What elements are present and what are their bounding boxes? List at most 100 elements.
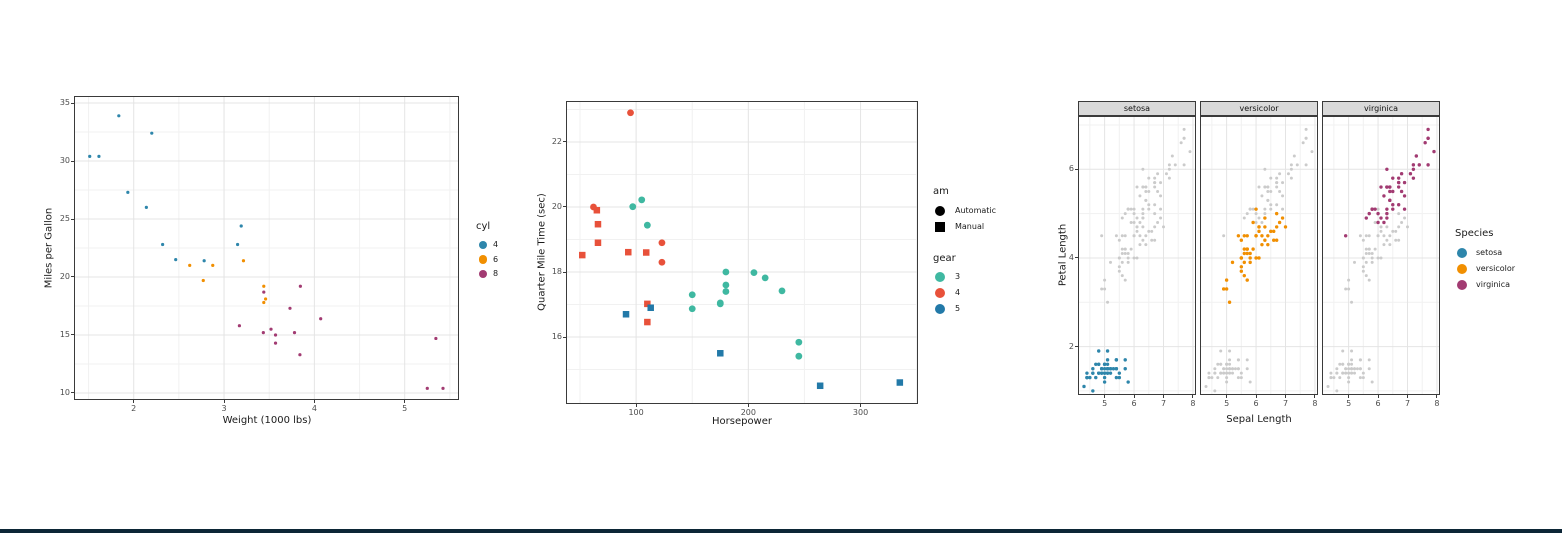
data-point-background-all-species <box>1228 362 1232 366</box>
data-point-background-all-species <box>1341 362 1345 366</box>
data-point-background-all-species <box>1153 181 1157 185</box>
data-point-background-all-species <box>1103 287 1107 291</box>
data-point-background-all-species <box>1236 367 1240 371</box>
data-point-versicolor <box>1266 234 1270 238</box>
iris-facets-legend-glyph-virginica <box>1457 280 1467 290</box>
data-point-background-all-species <box>1117 269 1121 273</box>
data-point-background-all-species <box>1391 229 1395 233</box>
data-point-versicolor <box>1245 247 1249 251</box>
iris-facets-setosa-x-tick-label: 8 <box>1190 399 1196 408</box>
data-point-cyl-6 <box>262 284 266 288</box>
data-point-background-all-species <box>1361 256 1365 260</box>
data-point-background-all-species <box>1281 181 1285 185</box>
data-point-background-all-species <box>1358 367 1362 371</box>
mpg-vs-weight-x-tick-mark <box>223 400 225 403</box>
data-point-versicolor <box>1272 238 1276 242</box>
data-point-background-all-species <box>1335 389 1339 393</box>
data-point-background-all-species <box>1269 207 1273 211</box>
data-point-setosa <box>1102 375 1107 380</box>
data-point-virginica <box>1402 194 1407 198</box>
data-point-background-all-species <box>1370 256 1374 260</box>
data-point-background-all-species <box>1278 172 1282 176</box>
data-point-background-all-species <box>1225 362 1229 366</box>
data-point-versicolor <box>1248 256 1252 260</box>
data-point-background-all-species <box>1219 349 1223 353</box>
data-point-versicolor <box>1245 278 1249 282</box>
iris-facets-versicolor-x-tick-mark <box>1284 395 1286 398</box>
data-point-background-all-species <box>1222 367 1226 371</box>
iris-facets-versicolor-x-tick-label: 7 <box>1282 399 1289 408</box>
data-point-background-all-species <box>1347 380 1351 384</box>
data-point-background-all-species <box>1117 265 1121 269</box>
qsec-vs-hp-x-tick-label: 200 <box>740 408 756 417</box>
data-point-background-all-species <box>1275 185 1279 189</box>
data-point-virginica <box>1385 167 1389 171</box>
data-point-virginica <box>1426 136 1430 140</box>
data-point-setosa <box>1114 367 1119 371</box>
data-point-setosa <box>1097 371 1101 375</box>
data-point-background-all-species <box>1141 216 1145 220</box>
data-point-background-all-species <box>1376 256 1380 260</box>
iris-facets-y-tick-label: 6 <box>1068 164 1074 174</box>
data-point-versicolor <box>1239 256 1244 260</box>
data-point-cyl-8 <box>298 284 302 288</box>
data-point-cyl-8 <box>273 333 278 337</box>
data-point-background-all-species <box>1135 229 1139 233</box>
data-point-background-all-species <box>1269 203 1273 207</box>
data-point-versicolor <box>1242 247 1246 251</box>
data-point-setosa <box>1099 371 1104 375</box>
iris-facets-setosa-x-tick-mark <box>1162 395 1164 398</box>
data-point-background-all-species <box>1364 274 1368 278</box>
data-point-background-all-species <box>1266 198 1270 202</box>
data-point-versicolor <box>1245 251 1249 256</box>
data-point-cyl-8 <box>441 386 445 390</box>
data-point-gear-3-automatic <box>761 274 769 282</box>
mpg-vs-weight-y-tick-label: 15 <box>59 329 70 339</box>
data-point-setosa <box>1091 389 1095 393</box>
data-point-background-all-species <box>1257 185 1261 189</box>
data-point-background-all-species <box>1129 247 1133 251</box>
qsec-vs-hp-x-tick-mark <box>635 404 637 407</box>
data-point-background-all-species <box>1225 380 1229 384</box>
data-point-background-all-species <box>1188 150 1192 154</box>
data-point-setosa <box>1097 349 1101 353</box>
data-point-background-all-species <box>1164 172 1168 176</box>
iris-facets-versicolor-x-tick-mark <box>1255 395 1257 398</box>
mpg-vs-weight-x-tick-label: 2 <box>131 404 137 413</box>
data-point-background-all-species <box>1144 185 1148 189</box>
data-point-background-all-species <box>1405 225 1409 229</box>
data-point-background-all-species <box>1126 207 1130 211</box>
data-point-cyl-4 <box>117 114 121 118</box>
data-point-cyl-4 <box>174 257 178 262</box>
data-point-background-all-species <box>1344 371 1348 375</box>
data-point-cyl-8 <box>288 306 292 310</box>
mpg-vs-weight-y-tick-label: 35 <box>59 98 70 108</box>
data-point-background-all-species <box>1153 238 1157 242</box>
data-point-background-all-species <box>1150 229 1154 233</box>
data-point-cyl-4 <box>97 154 101 158</box>
data-point-setosa <box>1117 375 1122 380</box>
data-point-background-all-species <box>1269 189 1273 193</box>
data-point-background-all-species <box>1257 216 1261 220</box>
data-point-setosa <box>1105 349 1110 353</box>
data-point-cyl-8 <box>269 327 273 331</box>
data-point-virginica <box>1432 149 1436 154</box>
data-point-gear-3-automatic <box>795 352 803 360</box>
data-point-background-all-species <box>1114 234 1118 238</box>
data-point-versicolor <box>1251 247 1255 251</box>
data-point-cyl-4 <box>202 259 206 263</box>
data-point-background-all-species <box>1344 367 1348 371</box>
data-point-background-all-species <box>1135 216 1139 220</box>
iris-facets-versicolor-x-tick-label: 6 <box>1253 399 1259 408</box>
data-point-gear-5-manual <box>816 382 824 390</box>
data-point-background-all-species <box>1292 154 1296 158</box>
data-point-background-all-species <box>1222 234 1226 238</box>
data-point-background-all-species <box>1239 371 1243 375</box>
data-point-virginica <box>1396 185 1401 189</box>
data-point-background-all-species <box>1329 371 1333 375</box>
data-point-background-all-species <box>1219 371 1223 375</box>
data-point-virginica <box>1388 198 1392 203</box>
data-point-background-all-species <box>1304 127 1308 131</box>
data-point-background-all-species <box>1361 265 1365 269</box>
